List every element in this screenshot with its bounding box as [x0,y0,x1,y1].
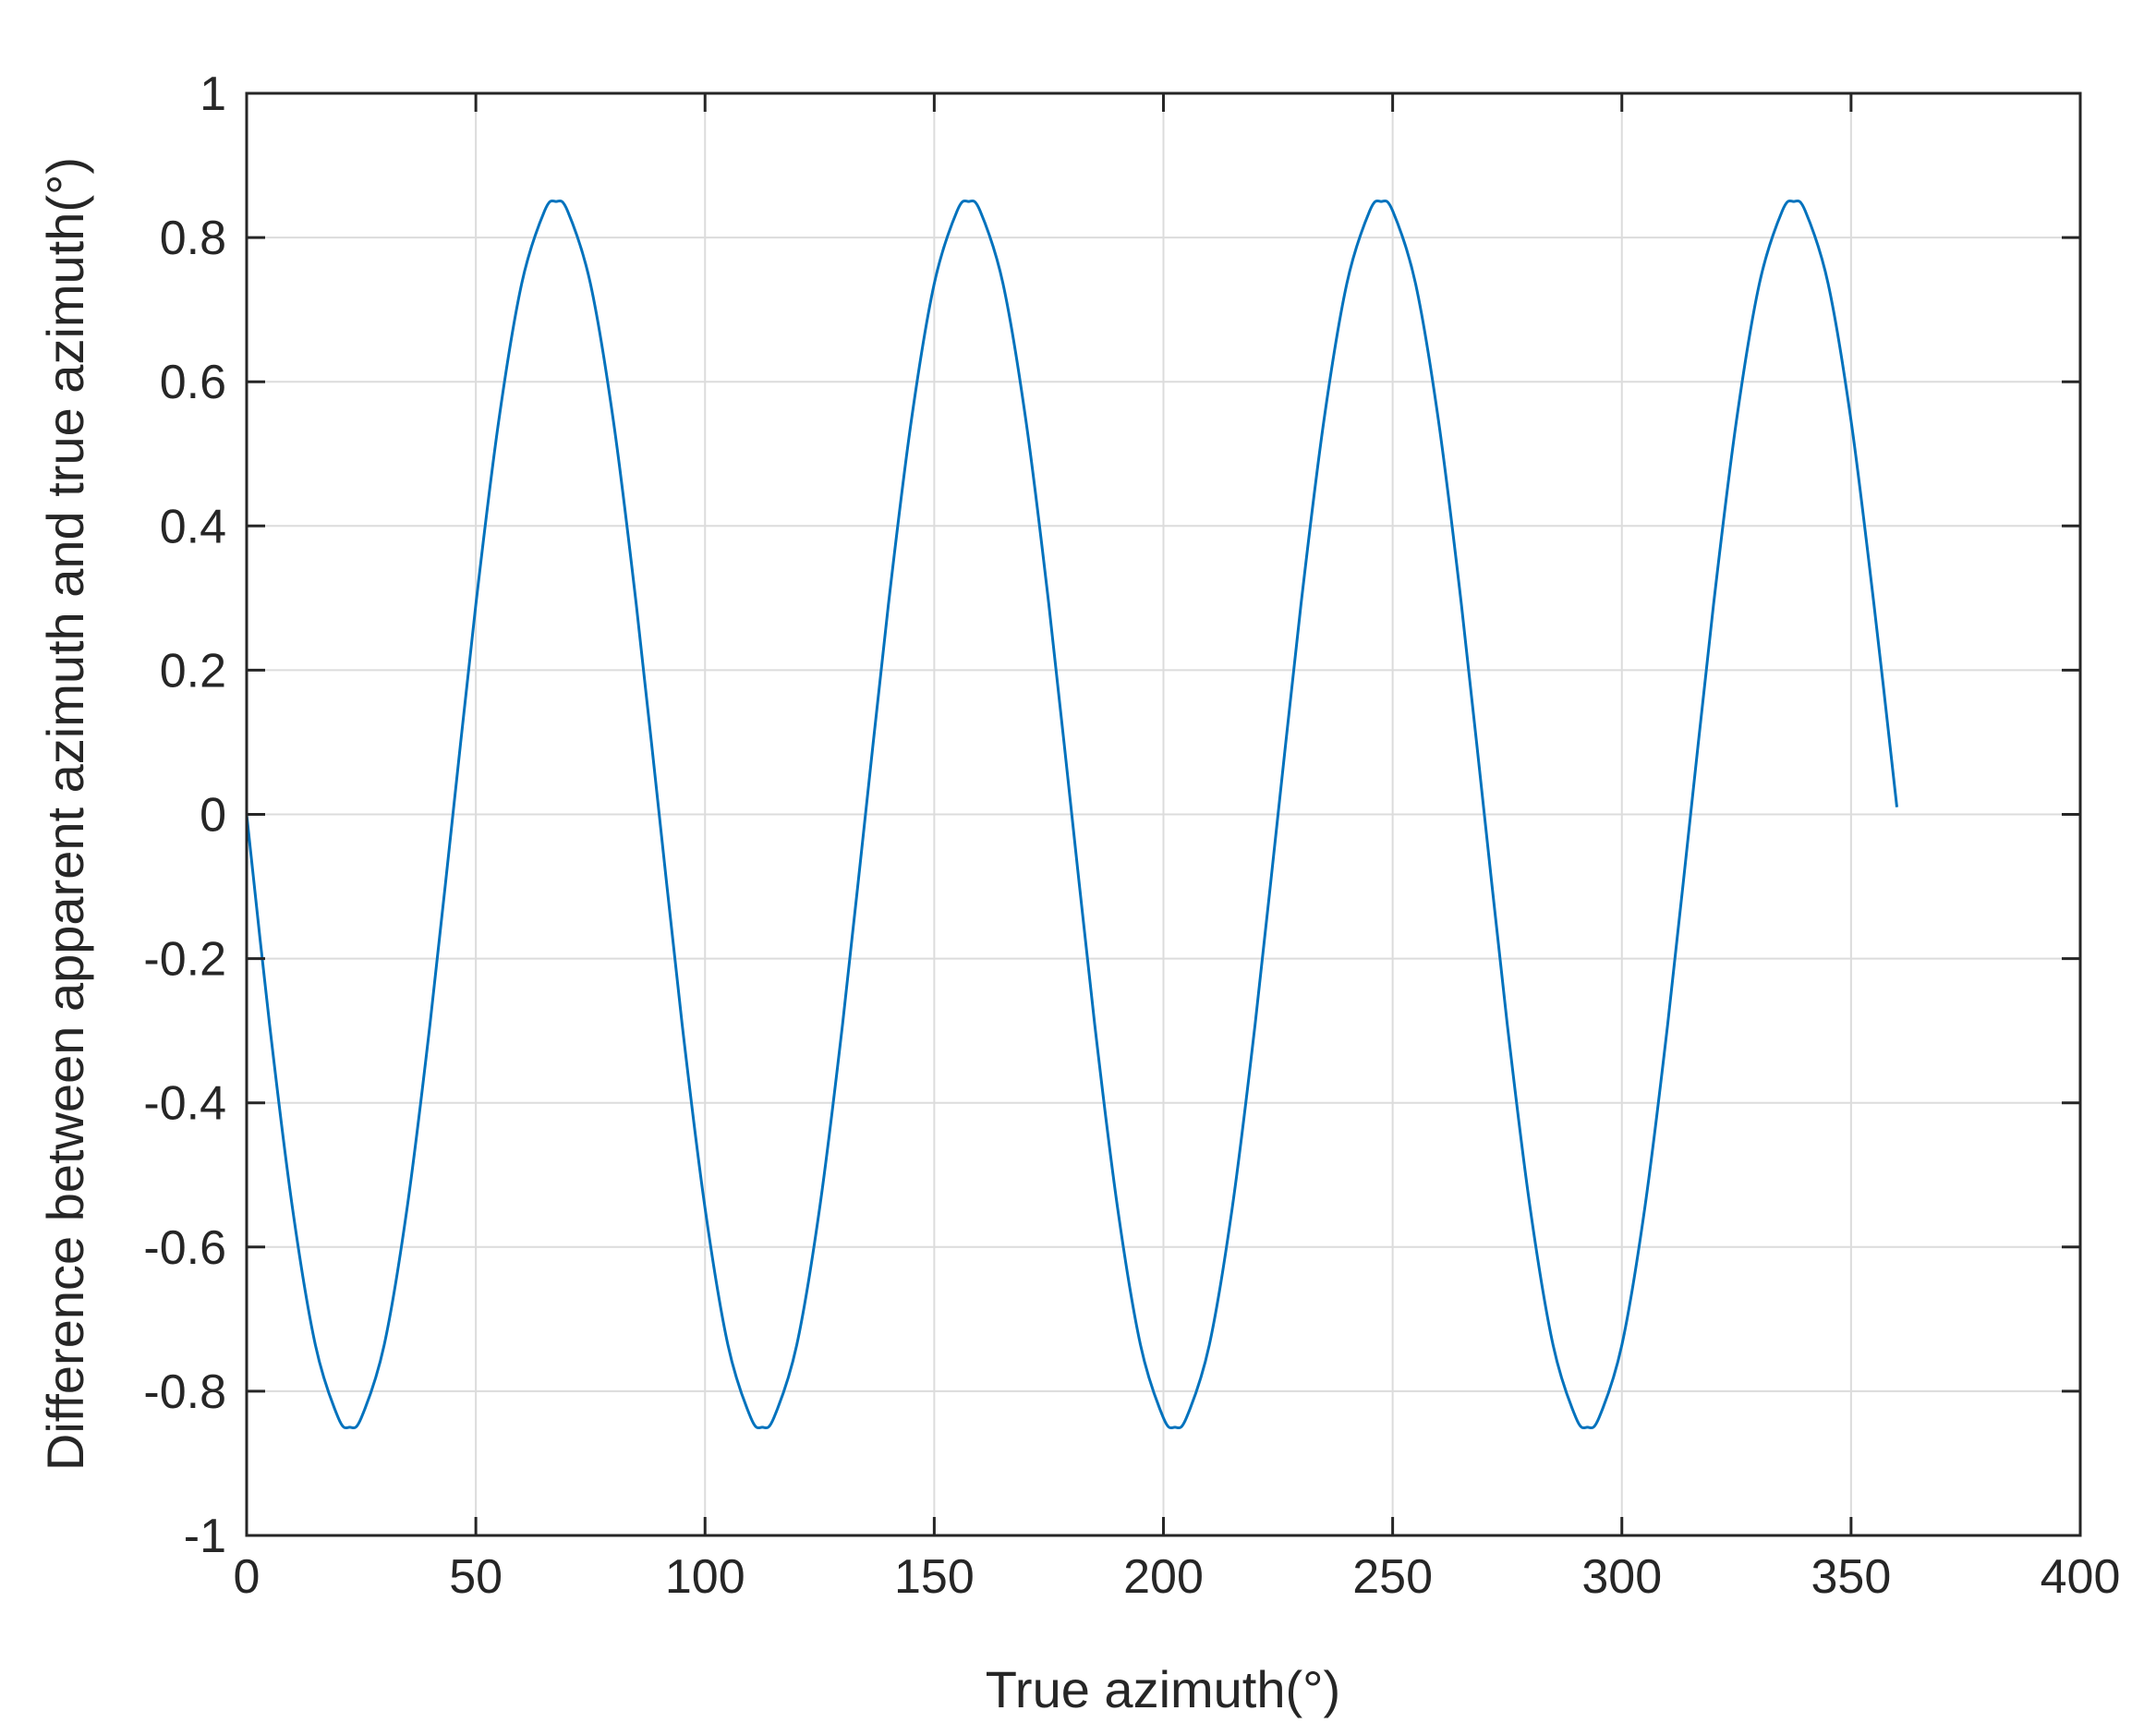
y-tick-label: -0.6 [143,1221,226,1275]
y-tick-label: -0.2 [143,933,226,987]
series-layer [245,199,1898,1430]
x-tick-label: 100 [665,1550,745,1604]
y-tick-label: -0.8 [143,1365,226,1419]
x-tick-label: 50 [449,1550,503,1604]
grid [247,93,2080,1535]
y-tick-label: 0.4 [160,500,226,553]
x-tick-label: 300 [1581,1550,1662,1604]
x-tick-label: 250 [1352,1550,1433,1604]
y-axis-title: Difference between apparent azimuth and … [36,157,94,1471]
x-tick-label: 400 [2041,1550,2121,1604]
y-tick-label: -1 [184,1510,226,1563]
x-tick-label: 350 [1811,1550,1891,1604]
y-tick-label: 0.8 [160,212,226,265]
y-tick-label: 0 [200,789,226,843]
y-tick-label: -0.4 [143,1077,226,1131]
x-axis-title: True azimuth(°) [986,1660,1340,1718]
y-tick-labels: -1 -0.8 -0.6 -0.4 -0.2 0 0.2 0.4 0.6 0.8 1 [143,67,226,1563]
x-tick-label: 150 [894,1550,975,1604]
tick-marks [245,91,2082,1537]
x-tick-label: 200 [1123,1550,1204,1604]
x-tick-labels: 0 50 100 150 200 250 300 350 400 [234,1550,2121,1604]
x-tick-label: 0 [234,1550,260,1604]
y-tick-label: 0.6 [160,356,226,409]
y-tick-label: 1 [200,67,226,121]
y-tick-label: 0.2 [160,644,226,698]
series-line [245,199,1898,1430]
